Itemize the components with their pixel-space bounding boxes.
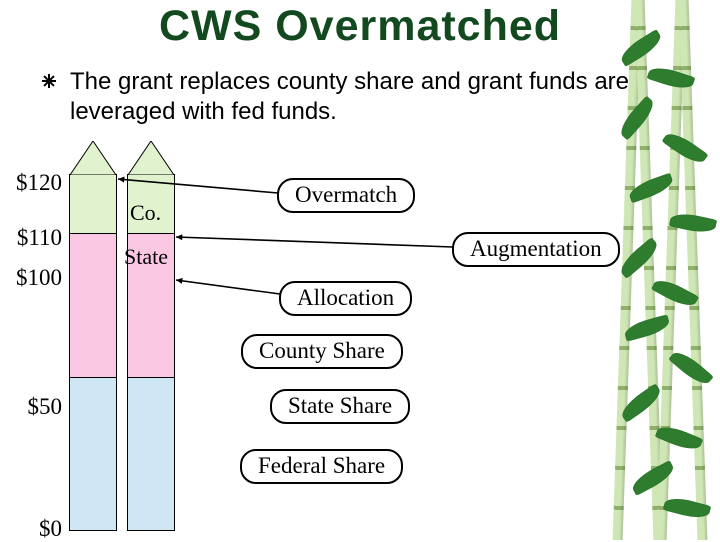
bar-right-top [128,175,174,233]
chart: $120 $110 $100 $50 $0 Co. State Overmatc… [0,0,720,540]
callout-state-share: State Share [270,389,410,424]
axis-tick-100: $100 [6,265,62,291]
bar-left [70,175,116,530]
bar-left-peak [70,141,116,175]
axis-tick-120: $120 [6,170,62,196]
bar-right-mid [128,233,174,377]
bar-right-div1 [128,233,174,234]
bar-left-div1 [70,233,116,234]
callout-county-share: County Share [241,334,403,369]
axis-tick-0: $0 [6,516,62,542]
bar-right [128,175,174,530]
bar-right-div2 [128,377,174,378]
arrow-allocation [169,273,287,301]
bar-left-mid [70,233,116,377]
callout-overmatch: Overmatch [277,178,415,213]
bar-right-bot [128,377,174,530]
callout-federal-share: Federal Share [240,449,403,484]
callout-allocation: Allocation [279,281,412,316]
callout-augmentation: Augmentation [452,232,620,267]
axis-tick-50: $50 [6,394,62,420]
bar-left-top [70,175,116,233]
bar-right-peak [128,141,174,175]
bar-left-div2 [70,377,116,378]
arrow-augmentation [169,230,460,254]
bar-left-bot [70,377,116,530]
axis-tick-110: $110 [6,225,62,251]
